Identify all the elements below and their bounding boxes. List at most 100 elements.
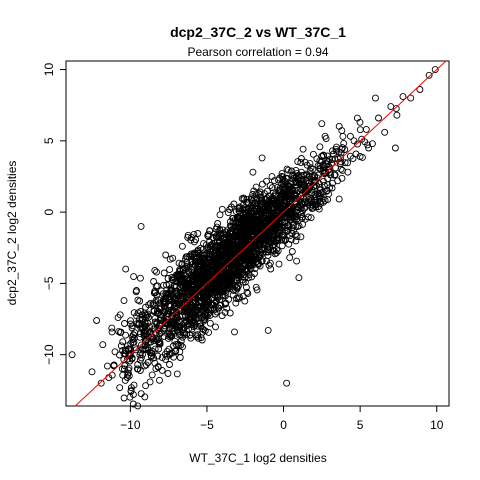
data-point: [151, 345, 159, 353]
reference-line: [74, 60, 447, 407]
data-point: [234, 215, 242, 223]
data-point: [268, 184, 276, 192]
data-point: [231, 328, 238, 336]
data-point: [339, 132, 347, 140]
data-point: [329, 147, 336, 155]
data-point: [319, 151, 327, 159]
data-point: [220, 283, 228, 291]
data-point: [362, 125, 370, 133]
data-point: [160, 332, 168, 340]
data-point: [316, 183, 324, 191]
data-point: [274, 228, 282, 236]
data-point: [338, 145, 346, 153]
data-point: [179, 266, 187, 273]
data-point: [175, 259, 183, 267]
data-point: [111, 348, 119, 356]
data-point: [145, 301, 153, 309]
data-point: [319, 198, 327, 206]
data-point: [123, 374, 131, 381]
data-point: [244, 206, 252, 214]
data-point: [300, 181, 308, 189]
data-point: [191, 311, 199, 319]
data-point: [116, 351, 123, 359]
y-axis: −10 −5 0 5 10: [42, 63, 66, 365]
data-point: [346, 132, 354, 140]
data-point: [252, 183, 260, 191]
data-point: [256, 250, 264, 258]
data-point: [211, 310, 219, 318]
data-point: [298, 213, 306, 221]
data-point: [108, 328, 116, 336]
data-point: [223, 304, 231, 312]
data-point: [221, 292, 229, 300]
data-point: [212, 232, 220, 240]
data-point: [172, 299, 180, 307]
data-point: [237, 271, 245, 279]
data-point: [272, 249, 280, 257]
data-point: [194, 230, 202, 237]
data-point: [248, 261, 255, 269]
data-point: [179, 343, 186, 351]
data-point: [231, 223, 238, 231]
y-axis-label: dcp2_37C_2 log2 densities: [5, 161, 19, 306]
data-point: [242, 283, 250, 291]
data-point: [192, 304, 199, 311]
data-point: [211, 242, 219, 250]
data-point: [250, 187, 258, 195]
data-point: [249, 191, 257, 198]
data-point: [173, 290, 180, 298]
data-point: [188, 258, 196, 266]
data-point: [375, 114, 382, 122]
data-point: [295, 274, 303, 282]
data-point: [218, 205, 226, 213]
data-point: [204, 243, 212, 251]
data-point: [234, 217, 242, 225]
data-point: [241, 232, 249, 240]
data-point: [97, 379, 105, 387]
data-point: [270, 234, 278, 242]
data-point: [268, 173, 276, 181]
data-point: [209, 263, 217, 271]
data-point: [278, 193, 286, 201]
data-point: [168, 312, 176, 320]
data-point: [122, 265, 130, 273]
data-point: [179, 301, 187, 309]
data-point: [340, 139, 348, 147]
data-point: [235, 207, 243, 215]
data-point: [265, 261, 273, 269]
data-point: [251, 243, 258, 251]
data-point: [299, 145, 307, 153]
data-point: [117, 328, 125, 336]
data-point: [297, 155, 305, 162]
data-point: [272, 225, 280, 233]
data-point: [221, 308, 229, 316]
data-point: [263, 234, 271, 242]
data-point: [235, 205, 243, 213]
data-point: [110, 361, 118, 369]
data-point: [301, 204, 309, 212]
data-point: [275, 260, 283, 268]
data-point: [120, 297, 128, 305]
data-point: [258, 180, 266, 188]
data-point: [185, 281, 193, 289]
data-point: [188, 287, 196, 295]
data-point: [277, 196, 285, 204]
data-point: [248, 221, 256, 229]
x-tick-label: 10: [430, 418, 444, 432]
data-point: [183, 321, 191, 329]
data-point: [142, 382, 150, 390]
data-point: [187, 236, 195, 244]
data-point: [416, 86, 424, 93]
data-point: [316, 143, 324, 151]
data-point: [176, 354, 184, 361]
data-point: [226, 218, 234, 226]
data-point: [256, 231, 264, 239]
data-point: [157, 311, 165, 319]
data-point: [208, 258, 216, 266]
data-point: [243, 215, 251, 222]
data-point: [335, 122, 343, 130]
data-point: [372, 94, 379, 102]
data-point: [127, 320, 135, 328]
data-point: [233, 277, 241, 285]
data-point: [148, 371, 156, 379]
